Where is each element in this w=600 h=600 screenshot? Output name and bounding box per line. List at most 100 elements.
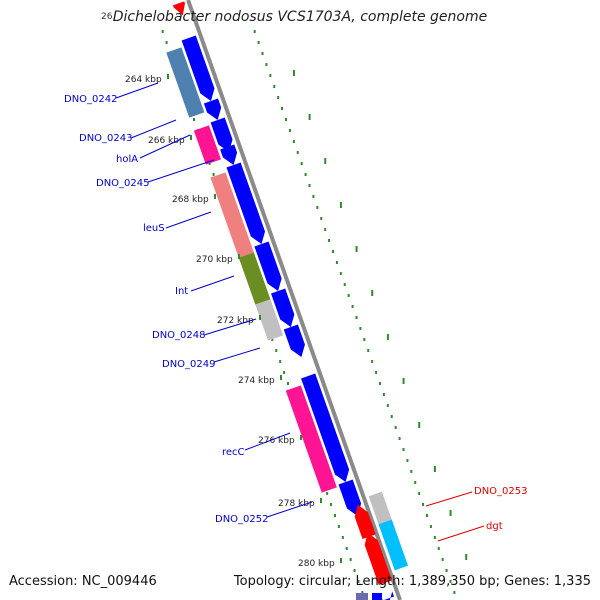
tick-dot	[441, 558, 444, 561]
kbp-tick-mark	[167, 74, 169, 79]
gene-label: DNO_0248	[152, 330, 206, 341]
tick-dot	[390, 415, 393, 418]
gene-label: recC	[222, 447, 245, 458]
feature-block	[193, 125, 221, 165]
tick-dot	[324, 228, 327, 231]
tick-dot	[312, 195, 315, 198]
feature-block	[166, 47, 205, 118]
tick-dot	[422, 503, 425, 506]
gene-label: DNO_0243	[79, 133, 133, 144]
kbp-tick-label: 276 kbp	[258, 436, 295, 446]
tick-dot	[320, 217, 323, 220]
feature-block	[356, 593, 368, 600]
tick-dot	[406, 459, 409, 462]
kbp-tick-mark	[300, 435, 302, 440]
label-leader-line	[437, 525, 485, 542]
kbp-tick-mark	[320, 498, 322, 503]
kbp-tick-label: 272 kbp	[217, 316, 254, 326]
gene-label: Int	[175, 286, 188, 297]
tick-dot	[345, 547, 348, 550]
tick-dot	[285, 118, 288, 121]
tick-dot	[328, 239, 331, 242]
kbp-tick-mark	[280, 375, 282, 380]
cds-arrow	[364, 532, 392, 585]
gene-label: leuS	[143, 223, 165, 234]
kbp-tick-label: 278 kbp	[278, 499, 315, 509]
gene-label: DNO_0252	[215, 514, 269, 525]
label-leader-line	[203, 318, 257, 336]
tick-dot	[394, 426, 397, 429]
cds-arrow	[338, 479, 362, 516]
tick-dot	[402, 448, 405, 451]
tick-dot	[363, 338, 366, 341]
tick-dot	[367, 349, 370, 352]
label-leader-line	[165, 211, 212, 229]
gene-label: DNO_0245	[96, 178, 150, 189]
minor-tick	[355, 246, 358, 252]
minor-tick	[449, 510, 452, 516]
tick-dot	[275, 349, 278, 352]
tick-dot	[304, 173, 307, 176]
tick-dot	[332, 250, 334, 253]
minor-tick	[433, 466, 436, 472]
tick-dot	[286, 382, 289, 385]
tick-dot	[341, 536, 344, 539]
cds-arrow	[283, 324, 305, 357]
feature-block	[238, 252, 271, 305]
minor-tick	[308, 114, 311, 120]
tick-dot	[445, 569, 448, 572]
label-leader-line	[147, 159, 215, 183]
kbp-tick-mark	[190, 135, 192, 140]
tick-dot	[355, 316, 358, 319]
minor-tick	[386, 334, 389, 340]
tick-dot	[429, 525, 432, 528]
tick-dot	[161, 30, 164, 33]
minor-tick	[402, 378, 405, 384]
minor-tick	[324, 158, 327, 164]
gene-label-layer: DNO_0242 DNO_0243 holA DNO_0245 leuS Int DNO_0…	[64, 82, 528, 542]
tick-dot	[271, 338, 274, 341]
kbp-tick-label: 268 kbp	[172, 195, 209, 205]
tick-dot	[277, 96, 280, 99]
label-leader-line	[213, 347, 261, 363]
cds-arrow	[354, 504, 376, 539]
label-leader-line	[115, 82, 159, 99]
feature-track	[166, 1, 409, 600]
label-leader-line	[190, 275, 235, 292]
gene-label: dgt	[486, 521, 503, 532]
feature-block	[368, 491, 394, 531]
kbp-tick-label: 274 kbp	[238, 376, 275, 386]
gene-label: DNO_0242	[64, 94, 118, 105]
outer-tick-ring	[161, 30, 468, 594]
feature-block	[372, 593, 382, 600]
tick-dot	[453, 591, 456, 594]
tick-dot	[375, 371, 378, 374]
minor-tick	[371, 290, 374, 296]
tick-dot	[337, 525, 340, 528]
gene-label: holA	[116, 154, 138, 165]
tick-dot	[418, 492, 421, 495]
tick-dot	[361, 591, 364, 594]
label-leader-line	[139, 134, 191, 159]
tick-dot	[281, 107, 284, 110]
kbp-tick-mark	[214, 194, 216, 199]
label-leader-line	[266, 501, 313, 518]
cds-arrow	[254, 241, 282, 291]
tick-dot	[343, 283, 346, 286]
tick-dot	[449, 580, 452, 583]
tick-dot	[371, 360, 374, 363]
cds-arrow	[181, 35, 215, 101]
tick-dot	[437, 547, 440, 550]
cds-arrow	[203, 98, 222, 120]
tick-dot	[382, 393, 385, 396]
tick-dot	[165, 41, 168, 44]
tick-dot	[326, 492, 329, 495]
minor-tick	[418, 422, 421, 428]
kbp-tick-label: 270 kbp	[196, 255, 233, 265]
tick-dot	[398, 437, 401, 440]
tick-dot	[359, 327, 362, 330]
tick-dot	[288, 129, 291, 132]
cds-arrow	[220, 144, 238, 165]
tick-dot	[353, 569, 356, 572]
tick-dot	[351, 305, 354, 308]
